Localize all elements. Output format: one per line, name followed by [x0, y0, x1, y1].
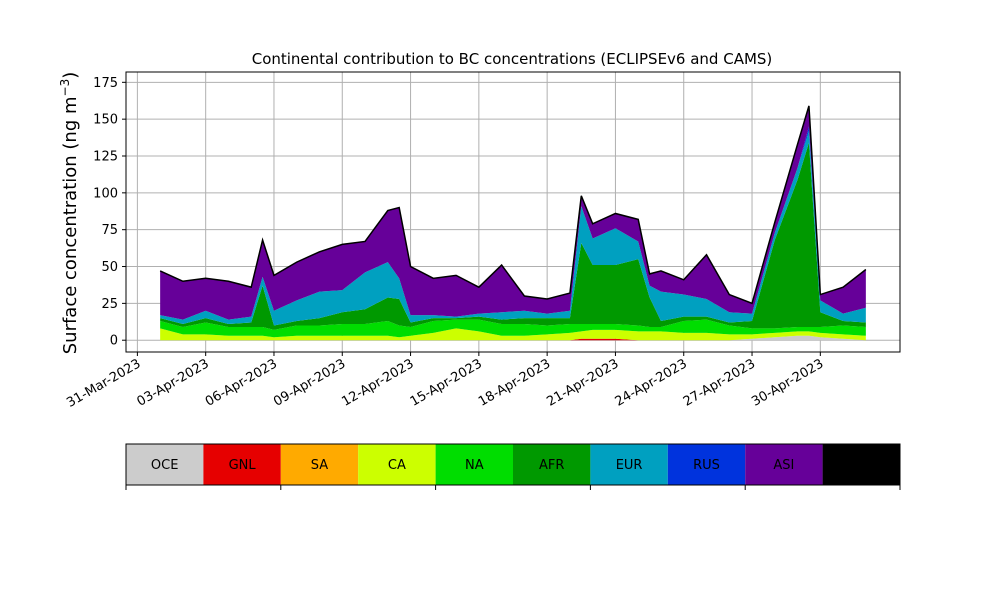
legend-colorbar: OCE GNL SA CA NA AFR EUR RUS ASI AUS	[125, 443, 901, 490]
x-tick-label: 27-Apr-2023	[681, 356, 758, 409]
legend-swatch-rus	[667, 444, 746, 485]
legend-swatch-eur	[590, 444, 668, 485]
x-tick-label: 31-Mar-2023	[64, 356, 143, 410]
x-axis: 31-Mar-202303-Apr-202306-Apr-202309-Apr-…	[64, 352, 826, 411]
chart-title: Continental contribution to BC concentra…	[252, 50, 773, 68]
y-tick-label: 75	[101, 223, 118, 238]
y-axis-label-exponent: −3	[58, 79, 72, 97]
stacked-areas	[159, 105, 867, 341]
x-tick-label: 30-Apr-2023	[749, 356, 826, 409]
legend-label-aus: AUS	[848, 458, 875, 473]
legend-label-rus: RUS	[693, 458, 720, 473]
legend-swatch-gnl	[203, 444, 281, 485]
y-tick-label: 125	[93, 150, 118, 165]
area-ca	[160, 328, 866, 341]
x-tick-label: 18-Apr-2023	[476, 356, 553, 409]
area-oce	[160, 335, 866, 341]
y-axis-label-close: )	[60, 72, 81, 79]
x-tick-label: 06-Apr-2023	[203, 356, 280, 409]
legend-label-gnl: GNL	[229, 458, 257, 473]
x-tick-label: 21-Apr-2023	[544, 356, 621, 409]
y-axis-label: Surface concentration (ng m−3)	[58, 72, 81, 355]
area-na	[160, 319, 866, 338]
y-tick-label: 25	[101, 297, 118, 312]
area-afr	[160, 142, 866, 330]
legend-swatch-ca	[358, 444, 436, 485]
legend-label-na: NA	[465, 458, 484, 473]
plot-frame	[125, 71, 901, 353]
legend-label-sa: SA	[311, 458, 328, 473]
y-axis: 0 25 50 75 100 125 150 175	[93, 76, 126, 349]
x-tick-label: 24-Apr-2023	[613, 356, 690, 409]
legend-swatch-asi	[745, 444, 823, 485]
legend-swatch-sa	[280, 444, 359, 485]
y-tick-label: 50	[101, 260, 118, 275]
x-tick-label: 12-Apr-2023	[339, 356, 416, 409]
legend-label-oce: OCE	[151, 458, 179, 473]
y-axis-label-main: Surface concentration (ng m	[60, 96, 81, 354]
y-tick-label: 175	[93, 76, 118, 91]
y-tick-label: 100	[93, 186, 118, 201]
legend-swatch-oce	[126, 444, 204, 485]
legend-frame	[125, 443, 901, 486]
legend-label-ca: CA	[388, 458, 406, 473]
legend-swatch-afr	[513, 444, 591, 485]
x-tick-label: 03-Apr-2023	[135, 356, 212, 409]
legend-swatch-aus	[822, 444, 900, 485]
y-tick-label: 0	[110, 334, 118, 349]
total-outline	[159, 105, 867, 305]
legend-label-eur: EUR	[616, 458, 643, 473]
area-asi	[160, 105, 866, 320]
legend-swatch-na	[435, 444, 513, 485]
legend-label-asi: ASI	[773, 458, 794, 473]
x-tick-label: 15-Apr-2023	[408, 356, 485, 409]
x-tick-label: 09-Apr-2023	[271, 356, 348, 409]
legend-label-afr: AFR	[539, 458, 564, 473]
y-tick-label: 150	[93, 113, 118, 128]
